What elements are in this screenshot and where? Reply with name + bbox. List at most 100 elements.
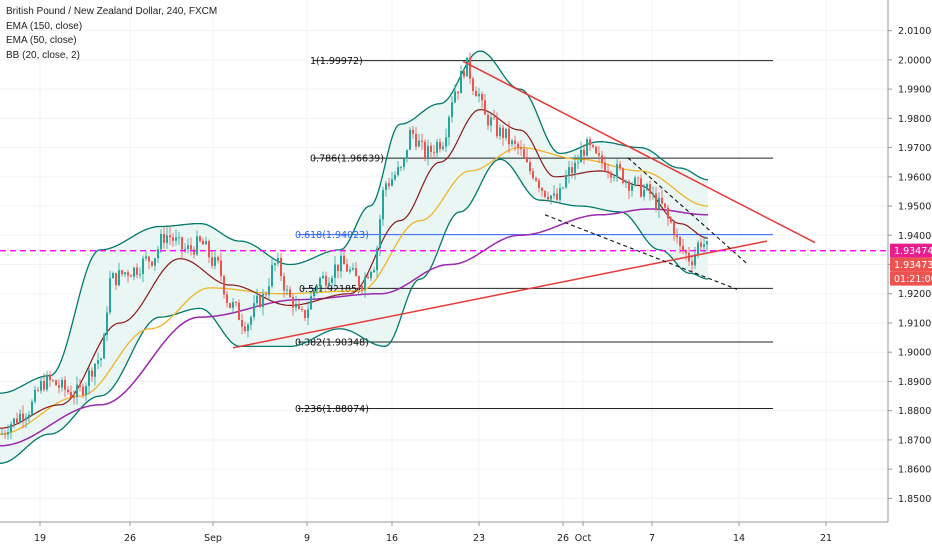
fib-retracement[interactable]: 1(1.99972) 0.786(1.96639) 0.618(1.94023) 0.… [295,56,773,415]
candle-body [205,241,207,245]
candle-body [289,289,291,298]
candle-body [52,380,54,381]
candle-body [697,242,699,255]
candle-body [565,175,567,188]
candle-body [157,249,159,259]
candle-body [589,139,591,145]
candle-body [163,233,165,243]
candle-body [637,177,639,179]
candle-body [331,277,333,283]
price-tick-label: 1.88000 [898,406,932,417]
candle-body [235,301,237,303]
candle-body [646,184,648,190]
bollinger-lower-band [0,158,709,464]
candle-body [598,153,600,156]
candle-body [529,162,531,172]
candle-body [154,258,156,266]
candle-body [265,294,267,295]
candle-body [376,248,378,271]
drawings[interactable] [232,60,816,349]
candles [1,52,708,440]
candle-body [253,303,255,318]
time-tick-label: Sep [204,533,222,544]
candle-body [487,114,489,126]
ema-150-line [0,208,708,447]
candle-body [202,240,204,245]
candle-body [310,296,312,310]
candle-body [613,177,615,179]
candle-body [592,144,594,147]
time-tick-label: 26 [557,533,569,544]
candle-body [601,155,603,163]
candle-body [82,386,84,396]
time-tick-label: 7 [649,533,655,544]
price-tick-label: 2.01000 [898,26,932,37]
price-tick-label: 1.90000 [898,348,932,359]
candle-body [34,389,36,402]
candle-body [307,309,309,318]
candle-body [277,257,279,264]
candle-body [406,149,408,159]
candle-body [358,276,360,287]
candle-body [187,245,189,249]
fib-level-label: 0.382(1.90348) [295,338,369,349]
symbol-title[interactable]: British Pound / New Zealand Dollar, 240,… [6,6,218,17]
time-axis[interactable]: 19 26 Sep 9 16 23 26 Oct 7 14 21 [0,521,888,544]
candle-body [151,261,153,266]
legend-ema-150[interactable]: EMA (150, close) [6,20,83,32]
candle-body [577,162,579,164]
candle-body [106,312,108,335]
candle-body [112,273,114,279]
candle-body [58,385,60,388]
candle-body [70,392,72,397]
candle-body [124,272,126,275]
time-tick-label: 9 [304,533,310,544]
candle-body [304,310,306,318]
price-tag-box [890,271,932,286]
candle-body [352,268,354,270]
candle-body [100,358,102,361]
candle-body [694,254,696,266]
fib-level-label: 0.786(1.96639) [310,154,384,165]
price-tick-label: 1.92000 [898,289,932,300]
candle-body [655,193,657,210]
candle-body [268,286,270,295]
time-tick-label: Oct [575,533,592,544]
fib-level-label: 1(1.99972) [310,56,363,67]
candle-body [643,189,645,197]
price-axis[interactable]: 1.85000 1.86000 1.87000 1.88000 1.89000 1.900… [887,0,932,522]
candle-body [61,379,63,388]
candle-body [625,181,627,183]
candle-body [472,78,474,91]
candle-body [481,93,483,101]
ema-50-line [0,146,708,435]
time-tick-label: 19 [34,533,46,544]
candle-body [199,236,201,241]
candle-body [532,171,534,178]
candle-body [109,278,111,313]
candle-body [280,257,282,277]
candle-body [184,248,186,250]
candle-body [541,188,543,191]
price-tick-label: 1.97000 [898,143,932,154]
candle-body [16,418,18,423]
time-tick-label: 21 [820,533,832,544]
candle-body [238,302,240,320]
candle-body [319,278,321,287]
candle-body [385,183,387,190]
candle-body [232,301,234,308]
price-tag-box [890,257,932,272]
candle-body [19,413,21,423]
candle-body [469,57,471,79]
price-tick-label: 1.98000 [898,114,932,125]
candle-body [91,370,93,377]
candle-body [301,309,303,311]
candle-body [505,128,507,138]
legend-ema-50[interactable]: EMA (50, close) [6,35,77,46]
legend-bb[interactable]: BB (20, close, 2) [6,49,80,61]
candle-body [133,267,135,277]
candle-body [49,374,51,381]
candle-body [511,140,513,145]
candle-body [346,264,348,272]
